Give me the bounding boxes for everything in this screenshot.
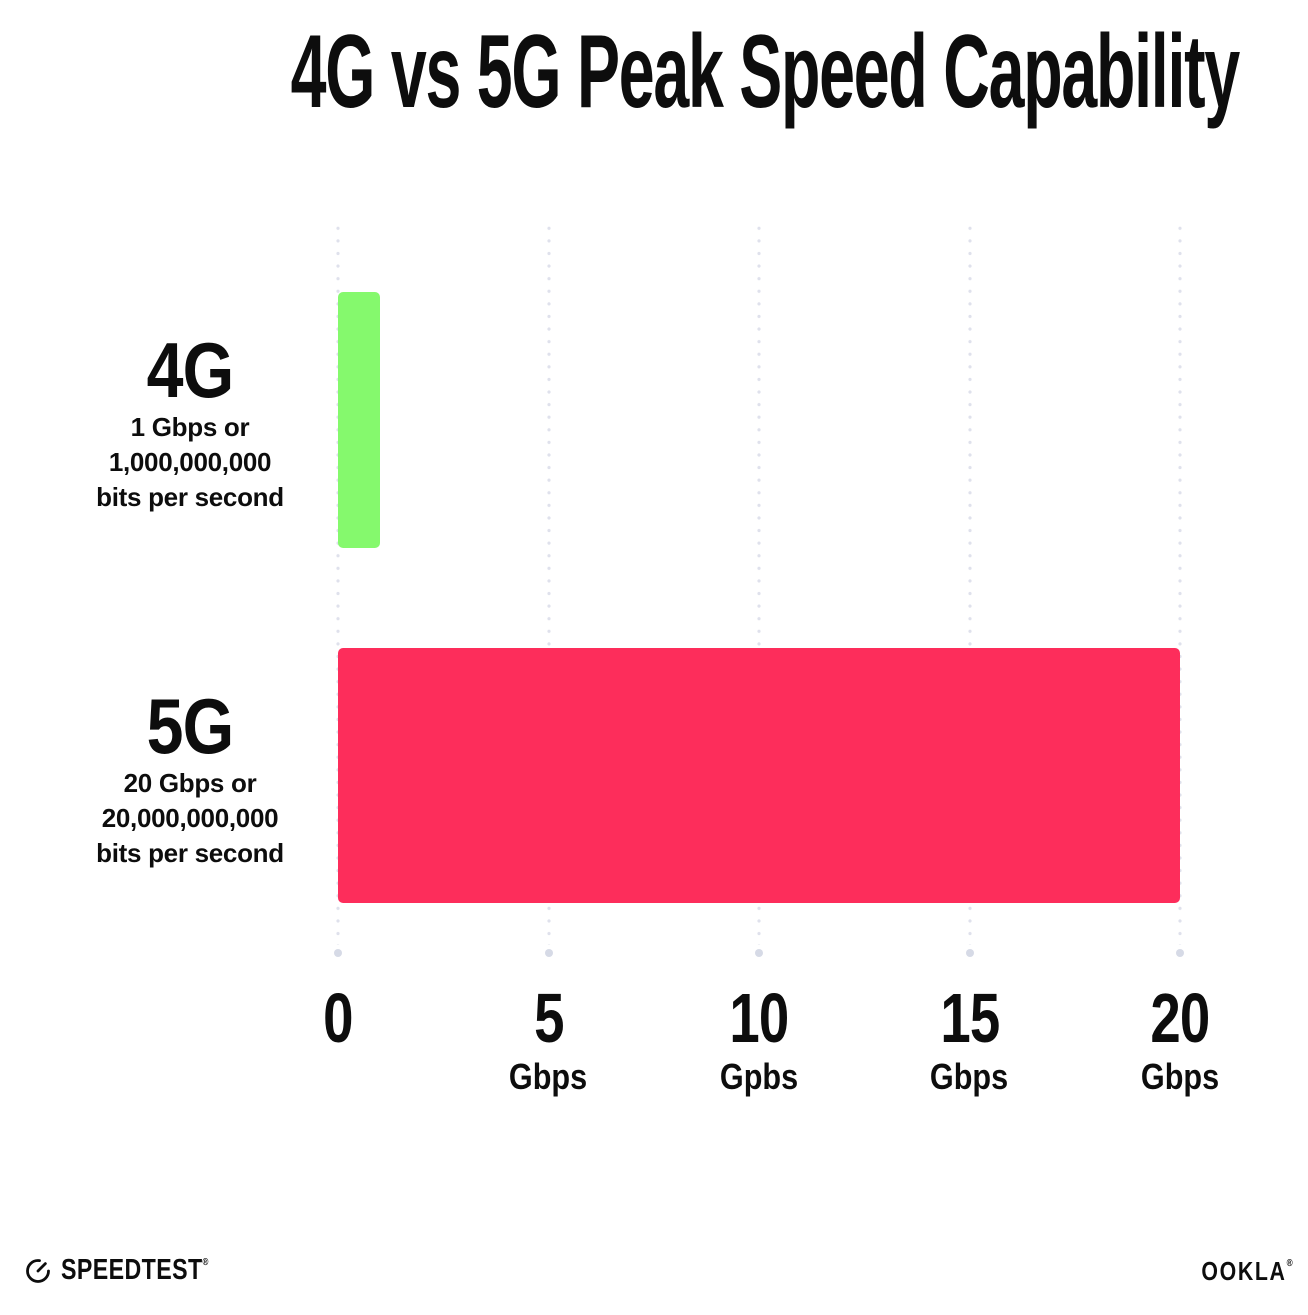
tick-value: 10 — [729, 979, 789, 1057]
category-name-5g: 5G — [146, 682, 235, 770]
row-label-4g: 4G 1 Gbps or 1,000,000,000 bits per seco… — [30, 330, 350, 515]
speedtest-wordmark: SPEEDTEST® — [61, 1254, 209, 1286]
ookla-logo: OOKLA® — [1181, 1256, 1294, 1287]
row-label-5g: 5G 20 Gbps or 20,000,000,000 bits per se… — [30, 686, 350, 871]
desc-line: bits per second — [96, 482, 284, 512]
x-tick-15: 15 Gbps — [864, 982, 1076, 1096]
chart-title: 4G vs 5G Peak Speed Capability — [0, 20, 1308, 124]
desc-line: 20 Gbps or — [123, 768, 257, 798]
speedtest-logo: SPEEDTEST® — [24, 1254, 246, 1287]
category-description-5g: 20 Gbps or 20,000,000,000 bits per secon… — [30, 766, 350, 871]
ookla-wordmark: OOKLA® — [1201, 1256, 1294, 1286]
gridline-5 — [544, 222, 553, 957]
tick-unit — [232, 1058, 444, 1096]
tick-unit: Gpbs — [719, 1056, 799, 1097]
gridline-10 — [755, 222, 763, 957]
x-tick-5: 5 Gbps — [443, 982, 655, 1096]
x-tick-0: 0 — [232, 982, 444, 1096]
registered-mark: ® — [1286, 1258, 1294, 1269]
desc-line: 20,000,000,000 — [101, 803, 279, 833]
plot-area — [334, 222, 1184, 958]
tick-value: 5 — [533, 979, 564, 1057]
category-description-4g: 1 Gbps or 1,000,000,000 bits per second — [30, 410, 350, 515]
speedtest-gauge-icon — [26, 1258, 50, 1283]
desc-line: 1 Gbps or — [130, 412, 250, 442]
registered-mark: ® — [202, 1257, 209, 1268]
chart-title-text: 4G vs 5G Peak Speed Capability — [290, 14, 1241, 130]
speedtest-wordmark-wrap: SPEEDTEST® — [61, 1254, 246, 1287]
tick-unit: Gbps — [930, 1056, 1009, 1097]
tick-value: 0 — [323, 979, 353, 1057]
gridline-0 — [334, 222, 342, 957]
category-name-4g: 4G — [146, 326, 235, 414]
tick-unit: Gbps — [1140, 1056, 1220, 1097]
tick-unit: Gbps — [509, 1056, 588, 1097]
gridline-15 — [965, 222, 974, 957]
desc-line: bits per second — [96, 838, 284, 868]
tick-value: 20 — [1150, 979, 1210, 1057]
x-tick-10: 10 Gpbs — [653, 982, 865, 1096]
x-tick-20: 20 Gbps — [1074, 982, 1286, 1096]
bar-5g — [338, 648, 1180, 903]
bar-4g — [338, 292, 381, 548]
desc-line: 1,000,000,000 — [108, 447, 272, 477]
gridline-20 — [1176, 222, 1184, 957]
tick-value: 15 — [939, 979, 1000, 1057]
